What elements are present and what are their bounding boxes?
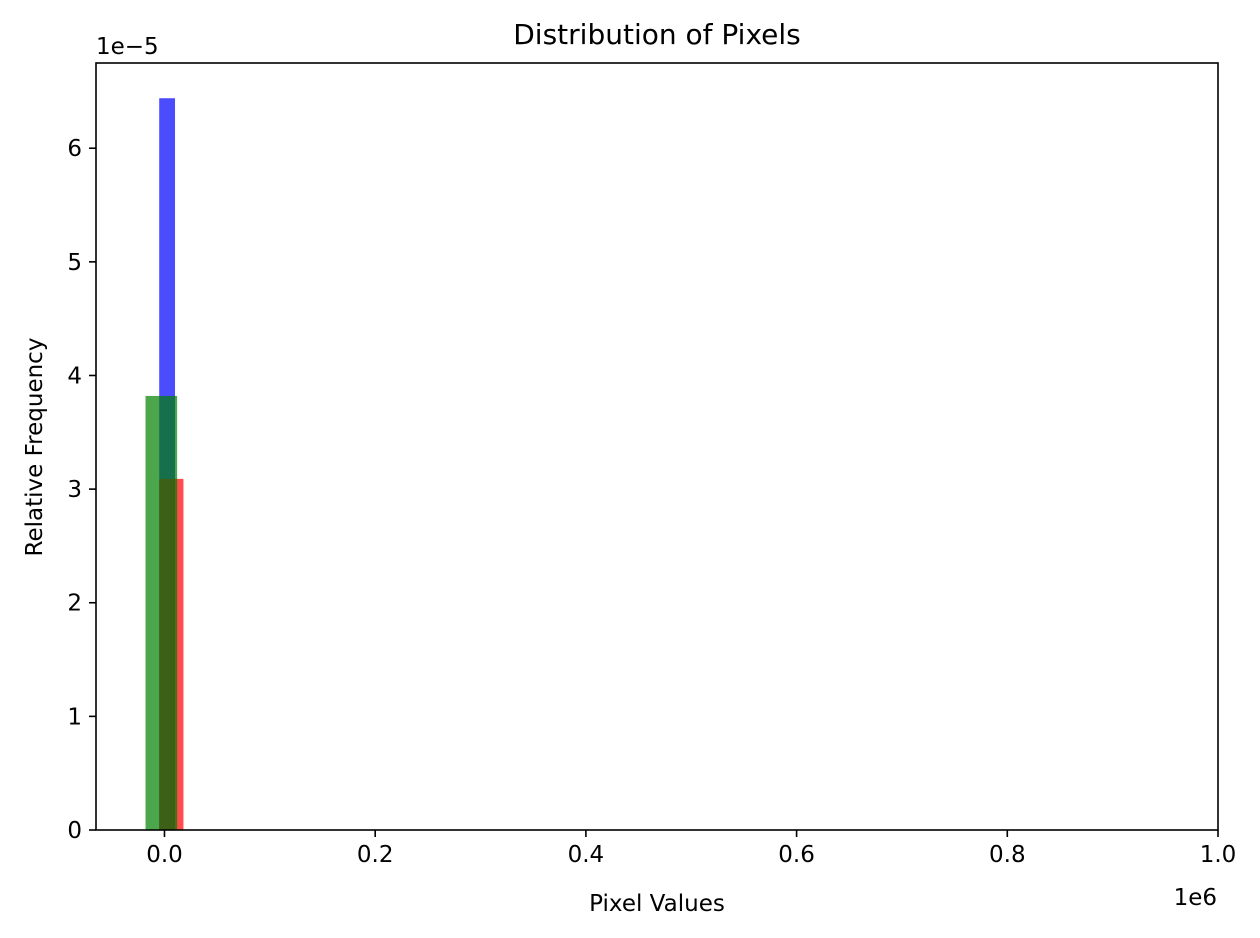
- plot-frame: [95, 62, 1219, 831]
- y-tick-label: 3: [67, 477, 82, 503]
- bars-group: [145, 98, 184, 831]
- y-offset-text: 1e−5: [96, 34, 159, 60]
- histogram-bar-2: [145, 395, 178, 830]
- x-axis-label: Pixel Values: [589, 891, 725, 917]
- x-ticks-group: 0.0 0.2 0.4 0.6 0.8 1.0: [146, 830, 1236, 868]
- y-tick-label: 0: [67, 818, 82, 844]
- y-tick-label: 2: [67, 591, 82, 617]
- x-tick-label: 0.8: [989, 842, 1026, 868]
- x-tick-label: 0.0: [146, 842, 183, 868]
- x-tick-label: 1.0: [1200, 842, 1237, 868]
- y-tick-label: 1: [67, 704, 82, 730]
- y-ticks-group: 0 1 2 3 4 5 6: [67, 136, 96, 844]
- chart-title: Distribution of Pixels: [513, 18, 801, 51]
- y-tick-label: 6: [67, 136, 82, 162]
- x-tick-label: 0.6: [778, 842, 815, 868]
- x-offset-text: 1e6: [1174, 885, 1217, 911]
- x-tick-label: 0.2: [357, 842, 394, 868]
- y-tick-label: 4: [67, 363, 82, 389]
- y-axis-label: Relative Frequency: [22, 338, 48, 557]
- x-tick-label: 0.4: [568, 842, 605, 868]
- y-tick-label: 5: [67, 250, 82, 276]
